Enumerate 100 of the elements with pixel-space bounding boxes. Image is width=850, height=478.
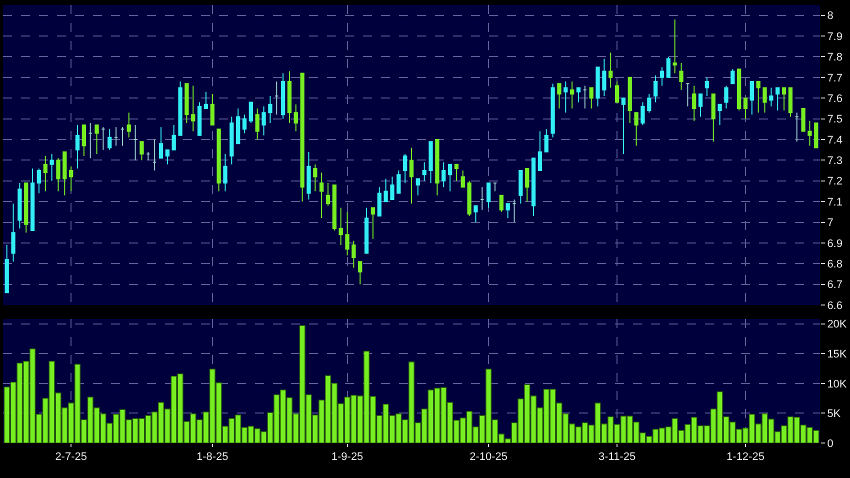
- candlestick: [210, 93, 214, 126]
- candlestick: [262, 106, 266, 136]
- candlestick: [126, 112, 131, 138]
- candlestick: [614, 81, 620, 103]
- y-tick-label: 7.1: [827, 196, 842, 208]
- candlestick: [377, 186, 382, 217]
- candlestick: [403, 153, 408, 184]
- candlestick: [197, 102, 202, 136]
- y-tick-label: 0: [827, 438, 834, 450]
- x-tick-label: 2-7-25: [55, 451, 87, 464]
- candlestick: [204, 91, 208, 109]
- candlestick: [743, 98, 748, 120]
- candlestick: [268, 96, 272, 124]
- candlestick: [165, 149, 170, 165]
- candlestick: [788, 87, 793, 118]
- candlestick: [737, 68, 742, 112]
- candlestick: [18, 182, 22, 229]
- candlestick: [56, 158, 60, 192]
- candlestick: [396, 170, 401, 194]
- candlestick: [300, 72, 304, 202]
- candlestick: [152, 139, 157, 172]
- y-tick-label: 7.5: [827, 114, 842, 126]
- candlestick: [384, 178, 388, 202]
- y-tick-label: 7.3: [827, 155, 842, 168]
- candlestick: [114, 126, 118, 146]
- candlestick: [146, 151, 150, 161]
- y-tick-label: 7.4: [827, 134, 842, 146]
- candlestick: [608, 52, 613, 88]
- y-tick-label: 6.9: [827, 238, 842, 250]
- candlestick: [474, 205, 478, 223]
- x-tick-label: 2-10-25: [470, 451, 508, 464]
- candlestick: [602, 58, 606, 97]
- candlestick: [492, 182, 498, 192]
- candlestick: [711, 93, 716, 142]
- y-tick-label: 10K: [827, 378, 848, 390]
- candlestick: [576, 87, 581, 103]
- candlestick: [634, 112, 638, 146]
- y-tick-label: 7.7: [827, 72, 842, 84]
- candlestick: [512, 199, 516, 223]
- x-tick-label: 3-11-25: [598, 451, 636, 464]
- candlestick: [274, 81, 279, 116]
- candlestick: [82, 124, 86, 157]
- candlestick: [242, 114, 247, 134]
- candlestick: [525, 168, 530, 202]
- candlestick: [628, 76, 632, 124]
- candlestick: [36, 168, 42, 194]
- candlestick: [460, 170, 465, 188]
- candlestick: [776, 87, 780, 112]
- y-tick-label: 15K: [827, 348, 848, 360]
- candlestick: [120, 126, 125, 146]
- candlestick: [223, 153, 228, 192]
- x-tick-label: 1-9-25: [331, 451, 364, 464]
- candlestick: [698, 93, 703, 118]
- candlestick: [4, 244, 9, 294]
- candlestick: [294, 104, 298, 132]
- candlestick: [679, 62, 684, 90]
- candlestick: [654, 74, 658, 103]
- candlestick: [814, 122, 818, 148]
- y-tick-label: 7.9: [827, 30, 842, 43]
- y-tick-label: 8: [827, 10, 834, 22]
- candlestick: [435, 139, 440, 196]
- candlestick: [422, 162, 426, 182]
- candlestick: [75, 124, 80, 169]
- y-tick-label: 5K: [827, 408, 842, 420]
- candlestick: [280, 72, 286, 120]
- candlestick: [11, 203, 16, 262]
- candlestick: [428, 141, 433, 184]
- candlestick: [756, 81, 760, 114]
- candlestick: [94, 124, 99, 154]
- candlestick: [345, 211, 350, 256]
- candlestick: [582, 85, 587, 109]
- candlestick: [621, 98, 626, 154]
- candlestick: [370, 207, 376, 240]
- candlestick: [647, 93, 652, 114]
- candlestick: [108, 128, 112, 150]
- y-tick-label: 6.8: [827, 258, 842, 270]
- candlestick: [692, 85, 696, 122]
- candlestick: [666, 56, 670, 78]
- candlestick: [550, 83, 555, 138]
- y-tick-label: 20K: [827, 318, 848, 331]
- candlestick: [718, 104, 722, 126]
- candlestick: [50, 153, 54, 182]
- candlestick: [704, 76, 710, 97]
- candlestick: [184, 83, 189, 124]
- candlestick: [454, 164, 459, 182]
- candlestick: [320, 172, 324, 219]
- candlestick: [416, 178, 420, 196]
- candlestick: [570, 81, 574, 109]
- candlestick: [287, 70, 292, 124]
- y-tick-label: 7.6: [827, 92, 842, 105]
- candlestick: [801, 108, 806, 132]
- candlestick: [750, 81, 754, 116]
- candlestick: [255, 108, 260, 140]
- candlestick: [326, 182, 330, 206]
- candlestick: [358, 261, 362, 285]
- candlestick: [172, 124, 176, 150]
- candlestick: [133, 124, 138, 161]
- candlestick: [236, 108, 240, 144]
- y-tick-label: 6.6: [827, 300, 842, 312]
- candlestick: [531, 158, 536, 217]
